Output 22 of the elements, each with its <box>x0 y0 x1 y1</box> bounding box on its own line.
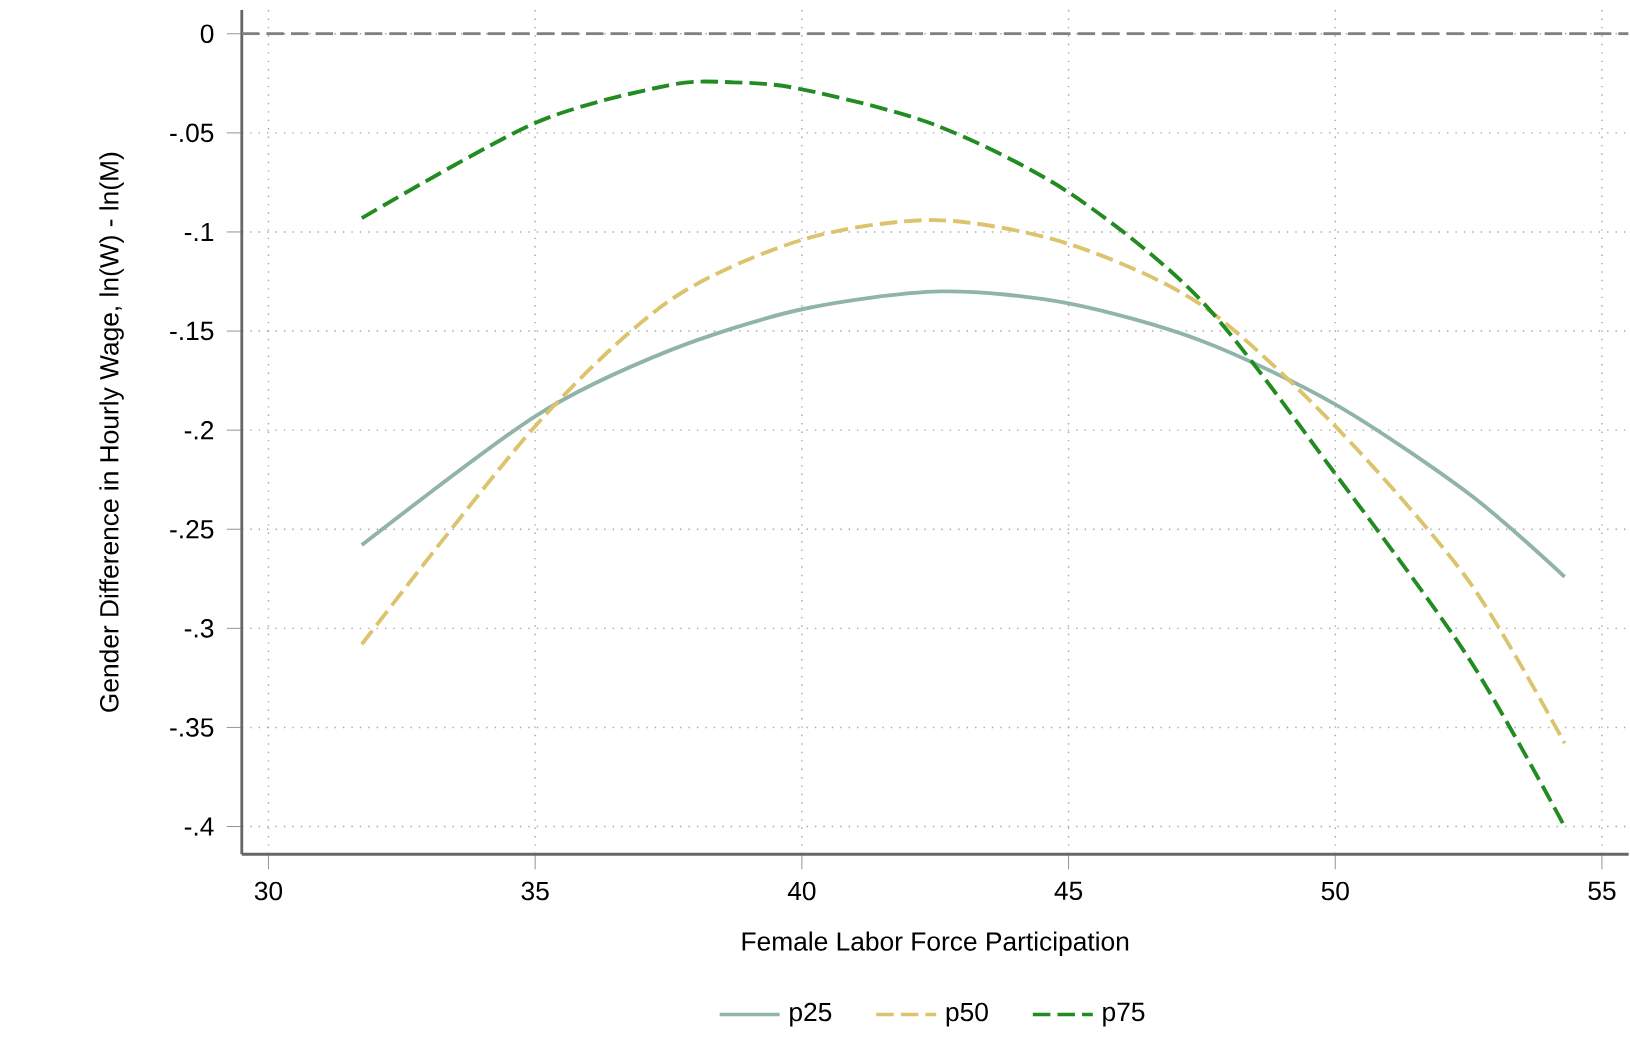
x-axis-title: Female Labor Force Participation <box>742 931 1129 956</box>
x-tick-label: 45 <box>1054 881 1083 901</box>
x-tick-label: 30 <box>254 881 283 901</box>
y-tick-label: -.15 <box>170 321 214 341</box>
y-tick-label: 0 <box>200 24 214 44</box>
y-tick-label: -.25 <box>170 519 214 539</box>
x-tick-label: 35 <box>521 881 549 901</box>
y-tick-label: -.4 <box>184 817 214 836</box>
y-tick-label: -.3 <box>184 618 214 638</box>
legend-label: p50 <box>946 1002 988 1027</box>
y-tick-label: -.05 <box>170 123 214 143</box>
y-tick-label: -.35 <box>170 718 214 737</box>
legend-label: p75 <box>1103 1002 1145 1027</box>
y-tick-label: -.1 <box>184 222 214 241</box>
x-tick-label: 55 <box>1588 881 1616 901</box>
line-series <box>359 218 1567 746</box>
y-axis-title: Gender Difference in Hourly Wage, ln(W) - ln(M) <box>99 152 124 712</box>
x-tick-label: 50 <box>1321 881 1349 901</box>
legend-label: p25 <box>790 1002 832 1027</box>
line-series <box>359 289 1567 579</box>
x-tick-label: 40 <box>787 881 816 901</box>
y-tick-label: -.2 <box>184 420 214 440</box>
